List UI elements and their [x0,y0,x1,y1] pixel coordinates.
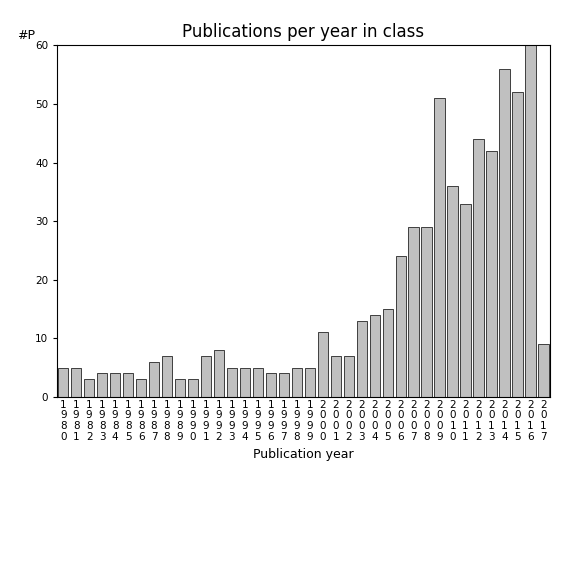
Bar [473,139,484,397]
Bar [97,374,107,397]
Bar [162,356,172,397]
Text: #P: #P [17,29,35,42]
Bar [357,321,367,397]
Title: Publications per year in class: Publications per year in class [182,23,425,41]
Bar [331,356,341,397]
Bar [447,186,458,397]
Bar [214,350,224,397]
Bar [500,69,510,397]
Bar [291,367,302,397]
Bar [201,356,211,397]
Bar [123,374,133,397]
Bar [304,367,315,397]
Bar [421,227,432,397]
Bar [318,332,328,397]
Bar [175,379,185,397]
Bar [278,374,289,397]
Bar [525,45,536,397]
Bar [266,374,276,397]
Bar [344,356,354,397]
Bar [486,151,497,397]
Bar [136,379,146,397]
Bar [434,98,445,397]
Bar [408,227,419,397]
X-axis label: Publication year: Publication year [253,447,354,460]
Bar [383,309,393,397]
Bar [58,367,69,397]
Bar [513,92,523,397]
Bar [71,367,82,397]
Bar [370,315,380,397]
Bar [240,367,250,397]
Bar [188,379,198,397]
Bar [253,367,263,397]
Bar [84,379,94,397]
Bar [227,367,237,397]
Bar [396,256,406,397]
Bar [110,374,120,397]
Bar [460,204,471,397]
Bar [538,344,549,397]
Bar [149,362,159,397]
